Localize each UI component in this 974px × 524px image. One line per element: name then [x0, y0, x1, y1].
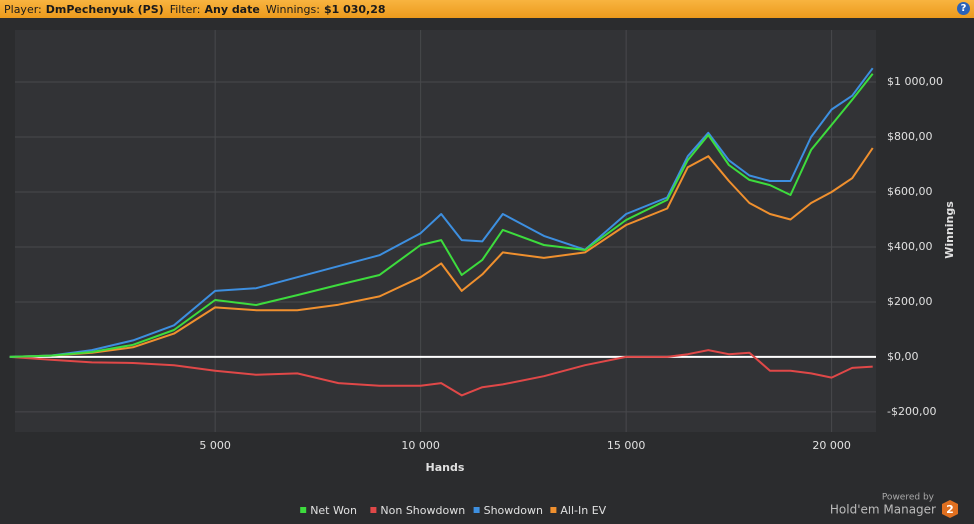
player-label: Player:	[4, 2, 42, 16]
y-tick-label: $0,00	[887, 350, 919, 363]
legend-swatch	[473, 507, 480, 513]
powered-by: Powered by	[882, 493, 935, 503]
filter-label: Filter:	[169, 2, 201, 16]
legend-swatch	[370, 507, 377, 513]
winnings-label: Winnings:	[265, 2, 320, 16]
chart: Hands Winnings Powered by Hold'em Manage…	[9, 30, 958, 518]
product-name: Hold'em Manager	[830, 503, 936, 517]
series-line	[9, 73, 874, 358]
winnings: $1 030,28	[323, 2, 386, 16]
series-line	[9, 349, 873, 397]
filter: Any date	[204, 2, 260, 16]
legend-swatch	[550, 507, 557, 513]
y-tick-label: $400,00	[887, 240, 933, 253]
series-line	[9, 147, 874, 358]
y-tick-label: $600,00	[887, 185, 933, 198]
player: DmPechenyuk (PS)	[45, 2, 164, 16]
help-button[interactable]: ?	[957, 2, 970, 15]
y-tick-label: $800,00	[887, 130, 933, 143]
legend-label: Non Showdown	[380, 504, 465, 517]
logo-version: 2	[946, 503, 954, 516]
legend-label: Net Won	[310, 504, 357, 517]
legend-swatch	[300, 507, 307, 513]
x-tick-label: 10 000	[401, 439, 440, 452]
header-bar: Player: DmPechenyuk (PS) Filter: Any dat…	[0, 0, 974, 18]
y-tick-label: $1 000,00	[887, 75, 943, 88]
x-tick-label: 20 000	[812, 439, 851, 452]
x-tick-label: 15 000	[607, 439, 646, 452]
y-axis-title: Winnings	[943, 201, 956, 259]
plot-area	[15, 30, 876, 432]
y-tick-label: $200,00	[887, 295, 933, 308]
logo	[942, 500, 958, 518]
series-line	[9, 67, 874, 358]
x-axis-title: Hands	[426, 461, 465, 474]
x-tick-label: 5 000	[199, 439, 231, 452]
y-tick-label: -$200,00	[887, 405, 936, 418]
legend-label: All-In EV	[560, 504, 606, 517]
legend-label: Showdown	[484, 504, 543, 517]
